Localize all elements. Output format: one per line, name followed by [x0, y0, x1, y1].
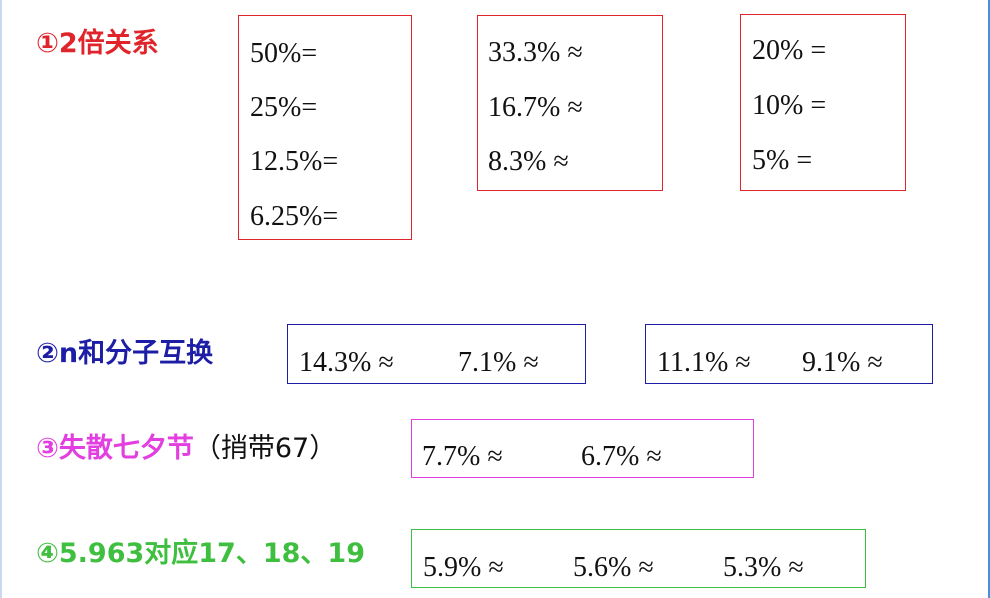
section3-box-a-item: 6.7% ≈ — [581, 441, 662, 472]
section2-box-b-item: 11.1% ≈ — [657, 347, 751, 378]
section1-box-b-line: 8.3% ≈ — [488, 146, 569, 177]
section2-box-a-item: 14.3% ≈ — [299, 347, 394, 378]
section4-box-a-item: 5.9% ≈ — [423, 552, 504, 583]
section1-title: ①2倍关系 — [36, 28, 159, 59]
section1-box-a-line: 6.25%= — [250, 201, 339, 232]
section1-box-a: 50%= 25%= 12.5%= 6.25%= — [238, 15, 412, 240]
section1-box-a-line: 50%= — [250, 38, 318, 69]
section4-title: ④5.963对应17、18、19 — [36, 538, 365, 569]
section1-box-b-line: 33.3% ≈ — [488, 37, 583, 68]
section4-box-a: 5.9% ≈ 5.6% ≈ 5.3% ≈ — [411, 529, 866, 588]
left-edge — [0, 0, 2, 598]
section1-box-b: 33.3% ≈ 16.7% ≈ 8.3% ≈ — [477, 15, 663, 191]
right-edge — [988, 0, 990, 598]
section3-note: （捎带67） — [193, 433, 337, 464]
section1-box-c-line: 10% = — [752, 90, 827, 121]
section3-box-a-item: 7.7% ≈ — [422, 441, 503, 472]
section2-title: ②n和分子互换 — [36, 338, 214, 369]
section4-box-a-item: 5.3% ≈ — [723, 552, 804, 583]
section2-box-b: 11.1% ≈ 9.1% ≈ — [645, 324, 933, 384]
section4-box-a-item: 5.6% ≈ — [573, 552, 654, 583]
section2-box-a: 14.3% ≈ 7.1% ≈ — [287, 324, 586, 384]
section3-title: ③失散七夕节（捎带67） — [36, 433, 336, 465]
section1-box-c-line: 20% = — [752, 35, 827, 66]
section1-box-a-line: 12.5%= — [250, 146, 339, 177]
section1-box-b-line: 16.7% ≈ — [488, 92, 583, 123]
section1-box-a-line: 25%= — [250, 92, 318, 123]
section2-box-b-item: 9.1% ≈ — [802, 347, 883, 378]
section1-box-c-line: 5% = — [752, 145, 813, 176]
section1-box-c: 20% = 10% = 5% = — [740, 14, 906, 191]
section3-title-text: ③失散七夕节 — [36, 433, 194, 464]
section2-box-a-item: 7.1% ≈ — [458, 347, 539, 378]
section3-box-a: 7.7% ≈ 6.7% ≈ — [411, 419, 754, 478]
